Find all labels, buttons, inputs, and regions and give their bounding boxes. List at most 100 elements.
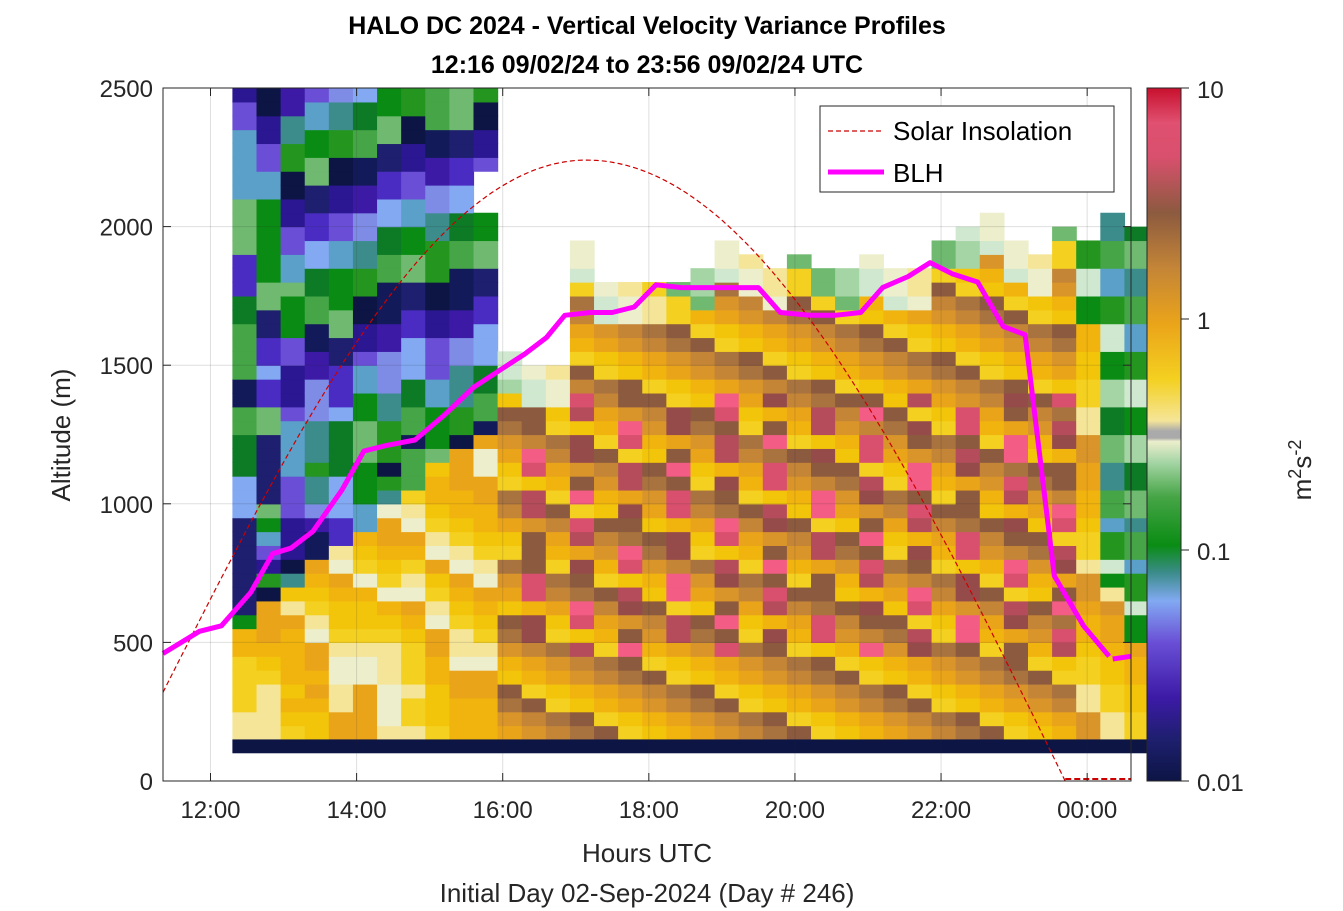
heatmap-cell xyxy=(1052,711,1077,727)
heatmap-cell xyxy=(859,573,884,588)
heatmap-cell xyxy=(690,420,716,436)
heatmap-cell xyxy=(642,697,667,713)
heatmap-cell xyxy=(859,392,884,408)
heatmap-cell xyxy=(497,517,523,533)
heatmap-cell xyxy=(1076,351,1101,366)
heatmap-cell xyxy=(280,268,306,283)
heatmap-cell xyxy=(690,476,716,491)
heatmap-cell xyxy=(690,462,716,477)
heatmap-cell xyxy=(762,434,788,449)
heatmap-cell xyxy=(642,337,667,352)
heatmap-cell xyxy=(232,489,258,505)
heatmap-cell xyxy=(449,337,475,352)
heatmap-cell xyxy=(642,600,667,616)
heatmap-cell xyxy=(1100,573,1126,588)
heatmap-cell xyxy=(545,725,571,741)
heatmap-cell xyxy=(473,101,499,117)
heatmap-cell xyxy=(328,254,354,269)
heatmap-cell xyxy=(666,295,692,311)
heatmap-cell xyxy=(377,295,402,311)
heatmap-cell xyxy=(594,365,619,380)
heatmap-cell xyxy=(1076,531,1101,546)
heatmap-cell xyxy=(690,406,716,422)
heatmap-cell xyxy=(328,531,354,546)
heatmap-cell xyxy=(642,531,667,546)
heatmap-cell xyxy=(738,476,764,491)
y-axis-ticks: 0 500 1000 1500 2000 2500 xyxy=(100,76,1131,796)
heatmap-cell xyxy=(811,282,836,297)
heatmap-cell xyxy=(835,531,860,546)
heatmap-cell xyxy=(859,503,884,519)
heatmap-cell xyxy=(232,226,258,242)
heatmap-cell xyxy=(256,268,282,283)
heatmap-cell xyxy=(690,503,716,519)
heatmap-cell xyxy=(1027,614,1053,630)
heatmap-cell xyxy=(762,365,788,380)
heatmap-cell xyxy=(714,503,740,519)
heatmap-cell xyxy=(256,171,282,186)
heatmap-cell xyxy=(618,711,643,727)
heatmap-cell xyxy=(1052,226,1077,242)
heatmap-cell xyxy=(642,309,667,325)
heatmap-cell xyxy=(521,683,547,699)
heatmap-cell xyxy=(425,586,450,602)
heatmap-cell xyxy=(232,642,258,657)
heatmap-cell xyxy=(594,559,619,574)
heatmap-cell xyxy=(714,420,740,436)
heatmap-cell xyxy=(762,531,788,546)
heatmap-cell xyxy=(666,379,692,394)
heatmap-cell xyxy=(690,351,716,366)
heatmap-cell xyxy=(352,323,378,339)
heatmap-cell xyxy=(377,240,402,255)
heatmap-cell xyxy=(811,489,836,505)
heatmap-cell xyxy=(401,379,426,394)
x-tick-label: 14:00 xyxy=(327,797,387,824)
heatmap-cell xyxy=(425,254,450,269)
heatmap-cell xyxy=(232,268,258,283)
heatmap-cell xyxy=(907,295,933,311)
heatmap-cell xyxy=(232,406,258,422)
heatmap-cell xyxy=(835,392,860,408)
heatmap-cell xyxy=(256,295,282,311)
heatmap-cell xyxy=(545,517,571,533)
heatmap-cell xyxy=(449,351,475,366)
heatmap-cell xyxy=(352,725,378,741)
heatmap-cell xyxy=(232,559,258,574)
heatmap-cell xyxy=(449,226,475,242)
heatmap-cell xyxy=(449,614,475,630)
heatmap-cell xyxy=(955,420,981,436)
heatmap-cell xyxy=(232,531,258,546)
heatmap-cell xyxy=(352,254,378,269)
heatmap-cell xyxy=(401,365,426,380)
heatmap-cell xyxy=(280,434,306,449)
heatmap-cell xyxy=(352,406,378,422)
heatmap-cell xyxy=(449,586,475,602)
heatmap-cell xyxy=(786,503,812,519)
colorbar-tick-label: 0.01 xyxy=(1197,770,1244,797)
heatmap-cell xyxy=(377,157,402,172)
heatmap-cell xyxy=(835,628,860,643)
heatmap-cell xyxy=(859,365,884,380)
heatmap-cell xyxy=(762,351,788,366)
heatmap-cell xyxy=(304,226,330,242)
heatmap-cell xyxy=(473,600,499,616)
heatmap-cell xyxy=(1052,697,1077,713)
heatmap-cell xyxy=(594,531,619,546)
heatmap-cell xyxy=(883,642,909,657)
heatmap-cell xyxy=(931,670,957,685)
heatmap-cell xyxy=(449,282,475,297)
heatmap-cell xyxy=(690,337,716,352)
heatmap-cell xyxy=(328,226,354,242)
heatmap-cell xyxy=(1003,517,1029,533)
heatmap-cell xyxy=(232,379,258,394)
heatmap-cell xyxy=(377,656,402,671)
heatmap-cell xyxy=(762,489,788,505)
heatmap-cell xyxy=(521,531,547,546)
heatmap-cell xyxy=(256,573,282,588)
heatmap-cell xyxy=(762,282,788,297)
heatmap-cell xyxy=(714,406,740,422)
heatmap-cell xyxy=(907,573,933,588)
heatmap-cell xyxy=(256,683,282,699)
heatmap-cell xyxy=(1027,683,1053,699)
heatmap-cell xyxy=(859,379,884,394)
